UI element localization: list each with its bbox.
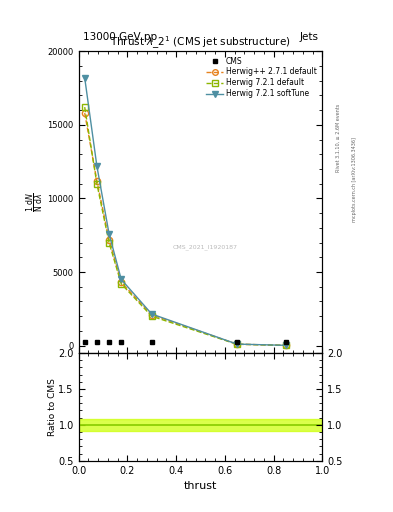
Herwig 7.2.1 default	[107, 240, 112, 246]
Herwig++ 2.7.1 default	[119, 279, 123, 285]
Y-axis label: Ratio to CMS: Ratio to CMS	[48, 378, 57, 436]
Herwig++ 2.7.1 default	[95, 178, 99, 184]
Herwig 7.2.1 softTune	[119, 276, 123, 283]
Herwig 7.2.1 default	[149, 313, 154, 319]
Herwig 7.2.1 softTune	[235, 341, 239, 347]
CMS	[119, 339, 123, 345]
Herwig 7.2.1 softTune	[107, 231, 112, 237]
Herwig++ 2.7.1 default	[107, 237, 112, 243]
Herwig 7.2.1 softTune	[283, 342, 288, 348]
Legend: CMS, Herwig++ 2.7.1 default, Herwig 7.2.1 default, Herwig 7.2.1 softTune: CMS, Herwig++ 2.7.1 default, Herwig 7.2.…	[205, 55, 318, 100]
Herwig 7.2.1 softTune	[83, 75, 87, 81]
CMS	[107, 339, 112, 345]
Herwig 7.2.1 softTune	[149, 311, 154, 317]
Herwig++ 2.7.1 default	[83, 110, 87, 116]
CMS	[83, 339, 87, 345]
Herwig 7.2.1 default	[119, 281, 123, 287]
Herwig++ 2.7.1 default	[149, 312, 154, 318]
Herwig 7.2.1 default	[83, 104, 87, 110]
Herwig 7.2.1 default	[95, 181, 99, 187]
CMS	[149, 339, 154, 345]
Herwig 7.2.1 default	[283, 343, 288, 349]
Text: Rivet 3.1.10, ≥ 2.6M events: Rivet 3.1.10, ≥ 2.6M events	[336, 104, 341, 173]
Herwig 7.2.1 default	[235, 341, 239, 347]
Text: Jets: Jets	[299, 32, 318, 42]
X-axis label: thrust: thrust	[184, 481, 217, 491]
CMS	[95, 339, 99, 345]
Text: CMS_2021_I1920187: CMS_2021_I1920187	[173, 245, 238, 250]
CMS	[283, 339, 288, 345]
Bar	[79, 419, 322, 431]
Line: CMS: CMS	[82, 339, 288, 345]
Line: Herwig 7.2.1 default: Herwig 7.2.1 default	[82, 104, 289, 349]
Text: mcplots.cern.ch [arXiv:1306.3436]: mcplots.cern.ch [arXiv:1306.3436]	[352, 137, 357, 222]
Herwig++ 2.7.1 default	[283, 343, 288, 349]
Herwig 7.2.1 softTune	[95, 163, 99, 169]
CMS	[235, 339, 239, 345]
Y-axis label: $\frac{1}{\mathrm{N}}\frac{\mathrm{d}N}{\mathrm{d}\lambda}$: $\frac{1}{\mathrm{N}}\frac{\mathrm{d}N}{…	[25, 192, 46, 212]
Title: Thrust $\lambda\_2^1$ (CMS jet substructure): Thrust $\lambda\_2^1$ (CMS jet substruct…	[110, 35, 291, 51]
Line: Herwig++ 2.7.1 default: Herwig++ 2.7.1 default	[82, 110, 289, 349]
Line: Herwig 7.2.1 softTune: Herwig 7.2.1 softTune	[82, 75, 289, 349]
Herwig++ 2.7.1 default	[235, 341, 239, 347]
Text: 13000 GeV pp: 13000 GeV pp	[83, 32, 157, 42]
